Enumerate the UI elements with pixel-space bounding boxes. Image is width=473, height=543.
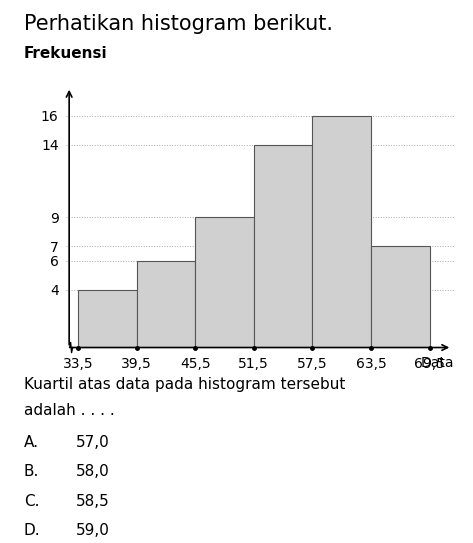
Bar (254, 145, 313, 348)
Text: 57,0: 57,0 (76, 435, 109, 450)
Text: 59,0: 59,0 (76, 523, 110, 538)
Text: Kuartil atas data pada histogram tersebut: Kuartil atas data pada histogram tersebu… (24, 377, 345, 393)
Text: Perhatikan histogram berikut.: Perhatikan histogram berikut. (24, 14, 333, 34)
Bar (137, 261, 195, 348)
Bar (313, 116, 371, 348)
Bar (78, 289, 137, 348)
Text: C.: C. (24, 494, 39, 509)
Text: B.: B. (24, 464, 39, 479)
Text: 58,5: 58,5 (76, 494, 109, 509)
Text: adalah . . . .: adalah . . . . (24, 403, 114, 419)
Text: D.: D. (24, 523, 40, 538)
Bar (371, 246, 429, 348)
Text: 58,0: 58,0 (76, 464, 109, 479)
Text: Data: Data (420, 356, 454, 370)
Text: Frekuensi: Frekuensi (24, 46, 107, 61)
Text: A.: A. (24, 435, 39, 450)
Bar (195, 217, 254, 348)
